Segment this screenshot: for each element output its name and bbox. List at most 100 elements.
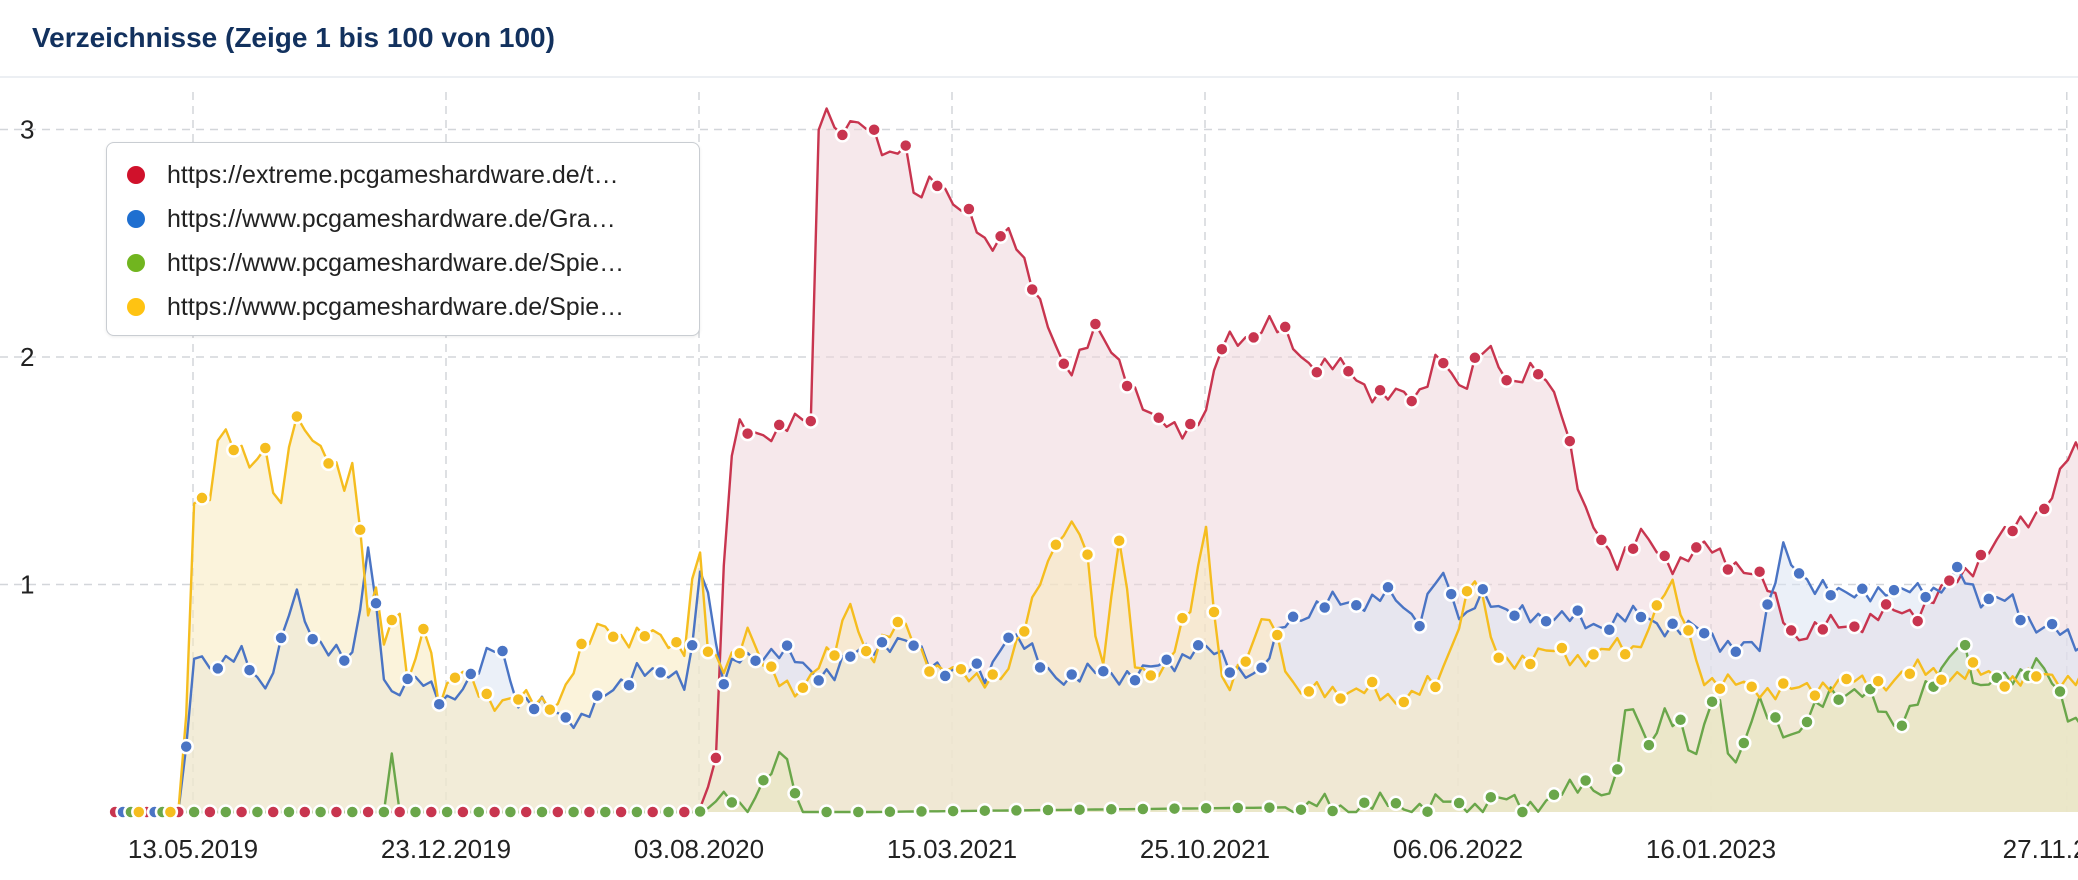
legend-item[interactable]: https://www.pcgameshardware.de/Spie… [127,243,624,283]
data-point[interactable] [2012,612,2029,628]
data-point[interactable] [834,127,851,143]
data-point[interactable] [913,803,930,820]
data-point[interactable] [1190,637,1206,654]
data-point[interactable] [866,121,882,138]
data-point[interactable] [676,804,693,820]
data-point[interactable] [352,522,368,538]
data-point[interactable] [1380,579,1396,596]
data-point[interactable] [249,804,266,820]
legend-item[interactable]: https://extreme.pcgameshardware.de/t… [127,155,619,195]
data-point[interactable] [1554,640,1570,656]
data-point[interactable] [1261,799,1278,816]
data-point[interactable] [1340,363,1357,380]
data-point[interactable] [1079,546,1096,563]
data-point[interactable] [550,804,566,820]
data-point[interactable] [1562,433,1578,449]
data-point[interactable] [1324,803,1341,819]
data-point[interactable] [1996,678,2013,695]
legend-item[interactable]: https://www.pcgameshardware.de/Spie… [127,287,624,327]
data-point[interactable] [700,644,716,660]
data-point[interactable] [1894,717,1910,734]
data-point[interactable] [684,637,700,654]
data-point[interactable] [708,750,724,766]
data-point[interactable] [605,629,621,645]
data-point[interactable] [1791,565,1807,582]
data-point[interactable] [890,614,906,630]
data-point[interactable] [1696,625,1712,641]
data-point[interactable] [297,804,313,820]
legend-item[interactable]: https://www.pcgameshardware.de/Gra… [127,199,616,239]
data-point[interactable] [1672,712,1689,728]
data-point[interactable] [1601,622,1618,638]
data-point[interactable] [1941,572,1958,589]
data-point[interactable] [1981,591,1997,607]
data-point[interactable] [2044,616,2060,632]
data-point[interactable] [621,677,637,693]
data-point[interactable] [795,680,811,696]
data-point[interactable] [273,630,289,646]
data-point[interactable] [281,804,297,820]
data-point[interactable] [1498,372,1515,389]
data-point[interactable] [336,652,353,669]
data-point[interactable] [1467,350,1483,366]
data-point[interactable] [1886,582,1902,598]
data-point[interactable] [1364,674,1380,690]
data-point[interactable] [510,691,527,708]
data-point[interactable] [1245,329,1262,346]
data-point[interactable] [1301,683,1317,700]
data-point[interactable] [1443,586,1459,602]
data-point[interactable] [1720,561,1736,578]
data-point[interactable] [1427,679,1444,695]
data-point[interactable] [526,701,542,717]
data-point[interactable] [210,660,226,677]
data-point[interactable] [1593,532,1610,548]
data-point[interactable] [1815,621,1831,638]
data-point[interactable] [194,490,210,506]
data-point[interactable] [376,804,392,820]
data-point[interactable] [1174,610,1191,626]
data-point[interactable] [1135,801,1151,817]
data-point[interactable] [763,658,780,675]
data-point[interactable] [320,455,337,472]
data-point[interactable] [929,178,946,194]
data-point[interactable] [1332,690,1349,707]
data-point[interactable] [921,663,938,680]
data-point[interactable] [344,804,361,820]
data-point[interactable] [581,804,598,820]
data-point[interactable] [1182,416,1199,432]
data-point[interactable] [1743,678,1760,695]
data-point[interactable] [1704,693,1720,710]
data-point[interactable] [289,408,305,425]
data-point[interactable] [731,645,748,662]
data-point[interactable] [233,804,250,820]
data-point[interactable] [1237,653,1254,670]
data-point[interactable] [652,664,669,681]
data-point[interactable] [1506,607,1523,624]
data-point[interactable] [178,738,194,755]
data-point[interactable] [565,804,582,820]
data-point[interactable] [1388,795,1404,812]
data-point[interactable] [1277,319,1293,335]
data-point[interactable] [1680,622,1697,639]
data-point[interactable] [518,804,534,820]
data-point[interactable] [1127,672,1143,689]
data-point[interactable] [613,804,629,820]
data-point[interactable] [2036,501,2052,517]
data-point[interactable] [1712,680,1728,697]
data-point[interactable] [961,201,977,217]
data-point[interactable] [1024,281,1040,298]
data-point[interactable] [1253,659,1270,676]
data-point[interactable] [1538,613,1554,630]
data-point[interactable] [1143,667,1159,684]
data-point[interactable] [1830,691,1847,708]
data-point[interactable] [810,672,827,689]
data-point[interactable] [1372,382,1388,399]
data-point[interactable] [1522,656,1539,672]
data-point[interactable] [1807,687,1823,704]
data-point[interactable] [747,652,764,669]
data-point[interactable] [589,687,606,704]
data-point[interactable] [1664,616,1681,632]
data-point[interactable] [312,804,329,820]
data-point[interactable] [818,804,835,820]
data-point[interactable] [874,634,890,651]
